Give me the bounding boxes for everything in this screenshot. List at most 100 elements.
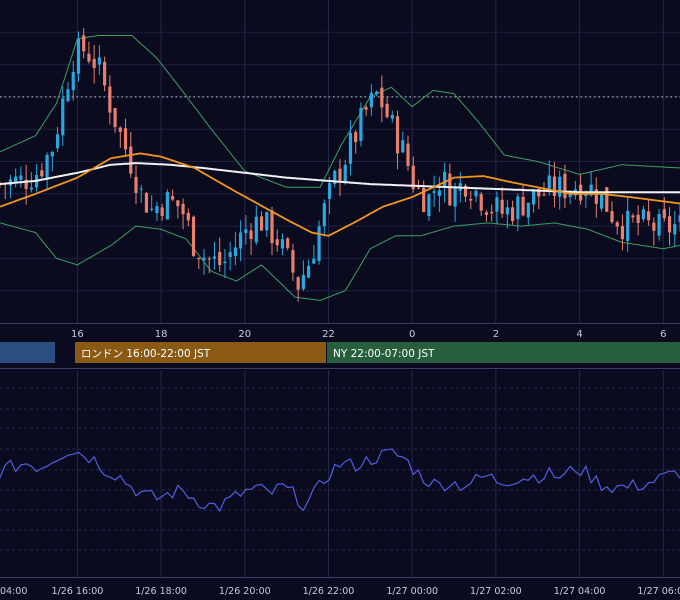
candle-up — [401, 140, 405, 153]
oscillator-x-tick-label: 1/27 04:00 — [554, 586, 606, 597]
oscillator-series-line — [0, 448, 680, 513]
candlesticks — [0, 28, 680, 302]
candle-up — [307, 265, 311, 278]
candle-up — [55, 134, 60, 149]
candle-up — [343, 164, 347, 183]
oscillator-x-tick-label: 1/27 02:00 — [470, 586, 522, 597]
candle-up — [29, 187, 33, 190]
candle-down — [490, 211, 494, 214]
candle-up — [327, 183, 332, 199]
session-segment — [0, 342, 55, 363]
candle-up — [322, 203, 326, 227]
candle-up — [526, 202, 530, 218]
candle-up — [678, 215, 680, 222]
candle-down — [479, 194, 483, 211]
oscillator-x-tick-label: 1/26 22:00 — [303, 586, 355, 597]
candle-down — [521, 196, 525, 216]
candle-up — [657, 213, 661, 236]
candle-down — [118, 127, 122, 132]
candle-down — [87, 53, 91, 62]
candle-down — [463, 185, 468, 197]
candle-down — [662, 209, 666, 219]
candle-down — [652, 222, 656, 231]
price-x-tick-label: 22 — [322, 329, 335, 340]
candle-down — [181, 203, 185, 215]
candle-down — [259, 216, 264, 231]
candle-down — [171, 196, 175, 200]
price-x-tick-label: 18 — [155, 329, 168, 340]
candle-down — [191, 216, 196, 256]
candle-up — [244, 229, 248, 234]
candle-down — [406, 143, 410, 166]
candle-down — [270, 210, 274, 244]
bollinger-bands — [0, 35, 680, 301]
price-axis-background — [0, 323, 680, 340]
candle-down — [24, 179, 28, 189]
candle-up — [443, 171, 447, 188]
candle-up — [14, 176, 18, 184]
candle-down — [594, 189, 598, 204]
candle-down — [636, 214, 640, 223]
candle-up — [599, 192, 604, 209]
candle-down — [176, 200, 180, 207]
candle-up — [97, 57, 101, 65]
candle-up — [359, 107, 363, 142]
price-x-tick-label: 6 — [660, 329, 666, 340]
candle-down — [511, 207, 515, 222]
candle-up — [495, 197, 499, 212]
candle-down — [631, 215, 635, 218]
candle-up — [233, 247, 237, 257]
session-label: ロンドン 16:00-22:00 JST — [81, 348, 211, 360]
oscillator-x-tick-label: 1/26 18:00 — [135, 586, 187, 597]
oscillator-x-tick-label-partial: 04:00 — [0, 586, 27, 597]
candle-up — [280, 239, 285, 249]
candle-up — [301, 274, 305, 290]
candle-down — [615, 222, 619, 227]
candle-up — [317, 226, 321, 261]
candle-up — [375, 91, 379, 94]
candle-up — [516, 196, 520, 220]
candle-down — [108, 86, 112, 113]
candle-down — [542, 194, 546, 196]
candle-down — [129, 146, 133, 174]
candle-down — [605, 187, 609, 212]
candle-down — [411, 165, 415, 190]
candle-up — [312, 258, 316, 264]
candle-up — [558, 176, 562, 197]
candle-up — [202, 257, 206, 261]
candle-up — [348, 132, 353, 164]
candle-up — [239, 232, 243, 249]
lower-band-line — [0, 222, 680, 301]
candle-up — [547, 175, 551, 192]
candle-up — [71, 71, 75, 91]
candle-down — [218, 251, 222, 265]
candle-up — [427, 194, 431, 216]
candle-up — [228, 252, 232, 257]
candle-up — [641, 209, 645, 220]
candle-up — [673, 224, 677, 235]
price-x-tick-label: 2 — [493, 329, 499, 340]
price-x-tick-label: 20 — [238, 329, 251, 340]
candle-up — [45, 154, 49, 178]
candle-down — [338, 168, 342, 181]
candle-up — [505, 207, 509, 215]
candle-up — [155, 206, 159, 214]
candle-down — [385, 103, 389, 118]
candle-down — [92, 58, 96, 68]
candle-down — [291, 250, 295, 273]
candle-up — [66, 89, 70, 102]
candle-down — [40, 170, 44, 177]
candle-down — [484, 212, 489, 215]
oscillator-x-tick-label: 1/26 16:00 — [52, 586, 104, 597]
candle-up — [223, 261, 227, 264]
candle-down — [416, 187, 421, 189]
candle-down — [469, 198, 473, 201]
price-x-tick-label: 16 — [71, 329, 84, 340]
price-x-tick-label: 4 — [576, 329, 582, 340]
candle-up — [139, 188, 143, 190]
candle-up — [390, 114, 394, 119]
candle-up — [437, 190, 441, 196]
candle-down — [207, 258, 211, 260]
oscillator-x-tick-label: 1/27 06:00 — [637, 586, 680, 597]
